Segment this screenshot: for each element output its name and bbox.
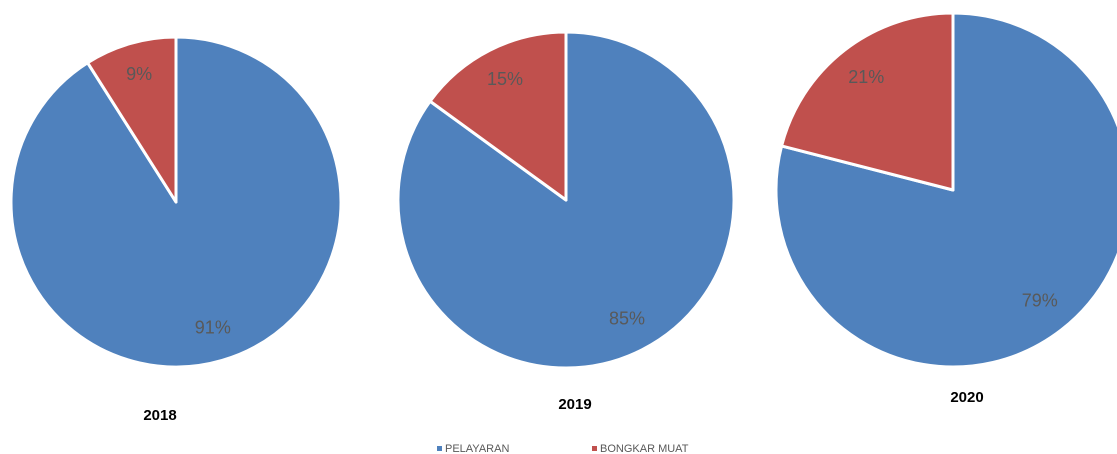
data-label: 21%: [848, 67, 884, 87]
data-label: 15%: [487, 69, 523, 89]
pie-slice: [774, 11, 1117, 369]
data-label: 9%: [126, 64, 152, 84]
legend-label: PELAYARAN: [445, 443, 509, 454]
legend-marker: [592, 446, 597, 451]
pie-slice: [396, 30, 736, 370]
chart-title: 2019: [558, 396, 591, 413]
chart-title: 2018: [143, 407, 176, 424]
legend-marker: [437, 446, 442, 451]
data-label: 79%: [1022, 291, 1058, 311]
data-label: 91%: [195, 318, 231, 338]
pie-slice: [780, 11, 955, 192]
legend-label: BONGKAR MUAT: [600, 443, 689, 454]
pie-slice: [428, 30, 568, 202]
pie-slice: [86, 35, 178, 204]
chart-title: 2020: [950, 389, 983, 406]
data-label: 85%: [609, 309, 645, 329]
